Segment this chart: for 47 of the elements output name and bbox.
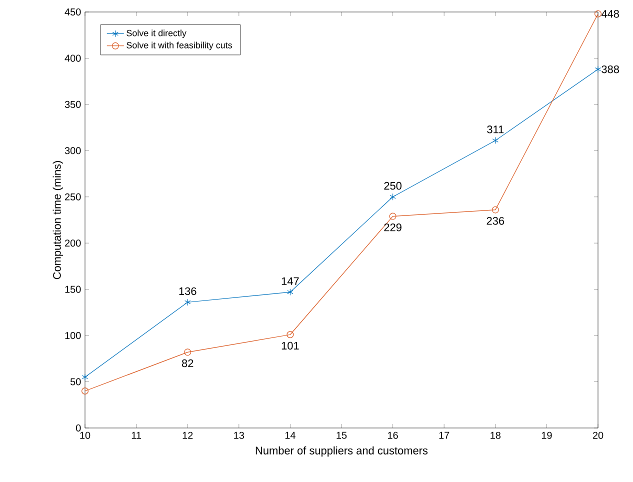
point <box>492 206 499 214</box>
point <box>492 136 498 144</box>
x-axis-title: Number of suppliers and customers <box>256 446 428 457</box>
point <box>286 331 294 338</box>
y-tick-label: 450 <box>64 8 81 16</box>
data-label: 236 <box>486 217 504 225</box>
point <box>184 298 191 306</box>
point <box>594 10 602 18</box>
point <box>287 288 294 296</box>
x-tick-label: 17 <box>439 432 450 439</box>
x-tick-label: 10 <box>80 432 90 439</box>
y-axis-title: Computation time (mins) <box>52 161 64 280</box>
y-tick-label: 400 <box>64 54 81 62</box>
y-tick-label: 150 <box>65 286 81 293</box>
y-tick-label: 250 <box>65 193 81 200</box>
point <box>82 374 88 381</box>
x-tick-label: 12 <box>182 432 193 439</box>
point <box>82 388 89 395</box>
data-label: 250 <box>384 182 402 190</box>
x-tick-label: 11 <box>132 432 141 439</box>
data-label: 229 <box>384 224 402 232</box>
data-label: 101 <box>282 342 299 350</box>
x-tick-label: 14 <box>285 432 296 439</box>
data-label: 147 <box>282 277 299 285</box>
y-tick-label: 350 <box>64 100 81 108</box>
legend-label: Solve it directly <box>126 30 186 38</box>
y-tick-label: 0 <box>76 424 81 432</box>
data-label: 136 <box>179 287 196 296</box>
x-tick-label: 15 <box>336 432 347 439</box>
point <box>184 348 192 356</box>
y-tick-label: 100 <box>65 332 81 340</box>
data-label: 82 <box>182 359 194 368</box>
point <box>390 193 396 200</box>
data-label: 388 <box>602 65 619 74</box>
legend-label: Solve it with feasibility cuts <box>126 42 232 50</box>
y-tick-label: 50 <box>70 378 81 386</box>
y-tick-label: 200 <box>65 240 81 247</box>
x-tick-label: 20 <box>592 432 604 439</box>
x-tick-label: 19 <box>542 432 552 439</box>
data-label: 448 <box>601 10 619 18</box>
data-label: 311 <box>487 126 504 134</box>
point <box>594 66 602 73</box>
point <box>389 212 396 220</box>
x-tick-label: 16 <box>388 432 398 439</box>
x-tick-label: 18 <box>490 432 501 439</box>
x-tick-label: 13 <box>234 432 244 439</box>
y-tick-label: 300 <box>64 147 81 154</box>
